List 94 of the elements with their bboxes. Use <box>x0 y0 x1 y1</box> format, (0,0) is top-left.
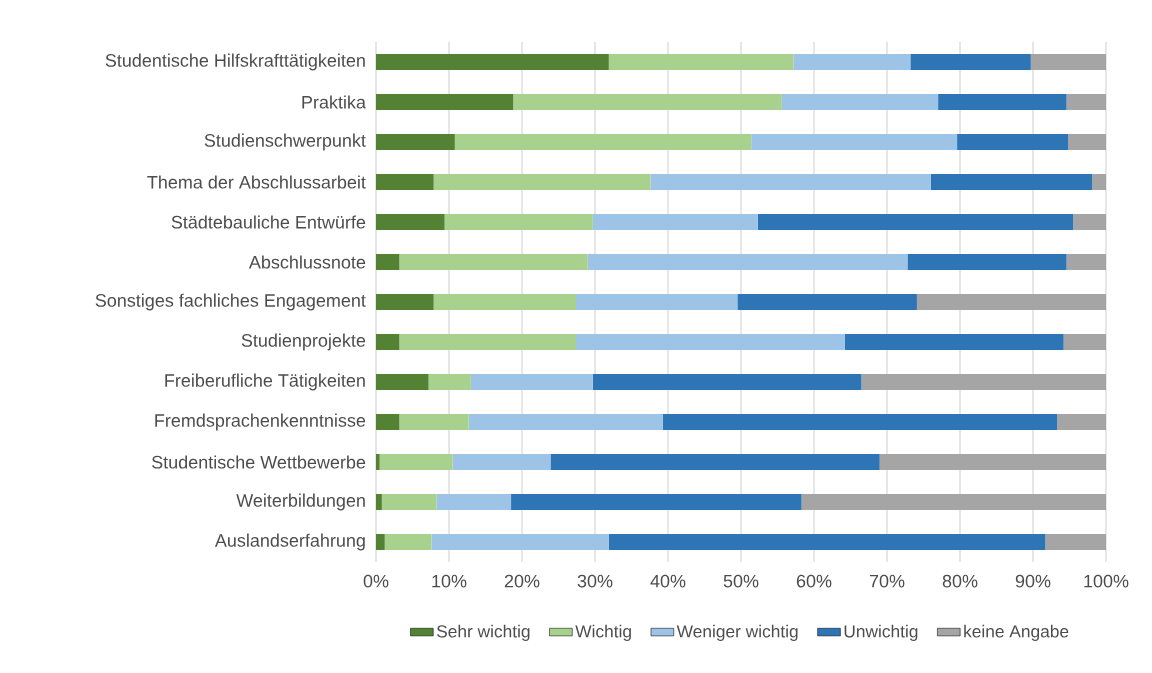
bar <box>433 174 651 190</box>
x-tick-label: 50% <box>723 574 759 588</box>
y-tick-label: Sonstiges fachliches Engagement <box>95 293 366 311</box>
bar <box>1057 414 1106 430</box>
bar <box>916 294 1106 310</box>
y-tick-label: Freiberufliche Tätigkeiten <box>165 373 365 391</box>
y-tick-label: Abschlussnote <box>248 255 366 269</box>
bar <box>930 174 1093 190</box>
bar <box>592 214 758 230</box>
bar <box>1030 54 1106 71</box>
bar <box>861 374 1106 390</box>
bar <box>757 214 1074 230</box>
bar <box>844 334 1064 350</box>
bar <box>436 494 512 510</box>
bar <box>650 174 931 190</box>
x-tick-label: 40% <box>650 574 686 588</box>
x-tick-label: 90% <box>1015 574 1051 588</box>
bar <box>907 254 1067 270</box>
bar <box>376 414 400 430</box>
y-tick-label: Städtebauliche Entwürfe <box>171 215 366 229</box>
bar <box>376 294 434 310</box>
bar <box>511 494 802 510</box>
bar <box>376 534 385 550</box>
bar <box>376 174 434 190</box>
bar <box>1092 174 1106 190</box>
bar <box>608 534 1046 550</box>
y-tick-label: Praktika <box>302 95 366 109</box>
bar <box>576 334 845 350</box>
bar <box>376 374 429 390</box>
bar <box>376 494 382 510</box>
legend-label: Sehr wichtig <box>436 624 530 641</box>
bar <box>381 494 437 510</box>
y-tick-label: Fremdsprachenkenntnisse <box>155 413 366 431</box>
bar <box>1066 254 1106 270</box>
bar <box>1068 134 1106 150</box>
bar <box>399 334 577 350</box>
x-tick-label: 10% <box>432 574 467 588</box>
bar <box>737 294 917 310</box>
bar <box>587 254 908 270</box>
x-tick-label: 30% <box>577 574 613 588</box>
bar <box>793 54 911 71</box>
bar <box>428 374 471 390</box>
bar <box>379 454 453 470</box>
bar <box>662 414 1058 430</box>
bar <box>879 454 1106 470</box>
y-tick-label: Studienschwerpunkt <box>204 133 366 151</box>
x-tick-label: 60% <box>796 574 832 588</box>
bar <box>431 534 609 550</box>
bar <box>399 414 469 430</box>
bar <box>376 54 609 71</box>
bar <box>1063 334 1106 350</box>
y-tick-label: Studentische Wettbewerbe <box>151 455 366 469</box>
x-tick-label: 70% <box>869 574 905 588</box>
y-tick-label: Studentische Hilfskrafttätigkeiten <box>105 53 365 71</box>
bar <box>376 454 380 470</box>
bar <box>1066 94 1106 110</box>
bar <box>608 54 794 71</box>
bar <box>781 94 939 110</box>
bar <box>444 214 593 230</box>
bar <box>399 254 588 270</box>
x-tick-label: 0% <box>363 574 389 588</box>
y-tick-label: Thema der Abschlussarbeit <box>147 175 366 189</box>
legend-label: Wichtig <box>575 624 631 641</box>
bar <box>454 134 752 150</box>
bar <box>550 454 880 470</box>
x-tick-label: 20% <box>504 574 540 588</box>
bar <box>1045 534 1106 550</box>
bar <box>468 414 663 430</box>
bar <box>592 374 862 390</box>
bar <box>513 94 782 110</box>
bar <box>957 134 1069 150</box>
legend-label: Weniger wichtig <box>676 624 798 641</box>
bar <box>376 94 514 110</box>
y-tick-label: Studienprojekte <box>241 333 366 351</box>
bar <box>801 494 1106 510</box>
bar <box>576 294 738 310</box>
x-tick-label: 80% <box>942 574 978 588</box>
bar <box>376 214 445 230</box>
bar <box>1073 214 1106 230</box>
bar <box>384 534 432 550</box>
bar <box>452 454 551 470</box>
bar <box>751 134 958 150</box>
legend-label: keine Angabe <box>964 624 1069 641</box>
bar <box>376 134 455 150</box>
bar <box>433 294 577 310</box>
bar <box>470 374 593 390</box>
x-tick-label: 100% <box>1084 574 1129 588</box>
bar <box>910 54 1031 71</box>
bar <box>376 334 400 350</box>
legend-label: Unwichtig <box>844 624 918 641</box>
y-tick-label: Auslandserfahrung <box>214 533 365 551</box>
y-tick-label: Weiterbildungen <box>236 493 365 511</box>
bar <box>938 94 1067 110</box>
bar <box>376 254 400 270</box>
